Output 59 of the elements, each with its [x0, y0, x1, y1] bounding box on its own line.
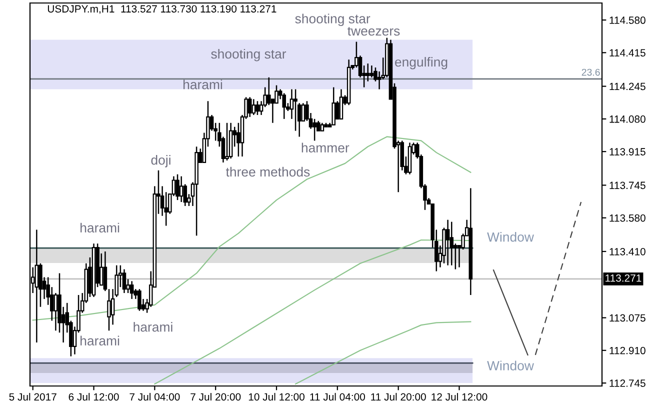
- annotation: three methods: [226, 166, 310, 177]
- y-tick-label: 112.910: [610, 346, 646, 354]
- annotation: doji: [151, 155, 170, 168]
- x-tick-label: 11 Jul 20:00: [371, 392, 426, 401]
- annotation: hammer: [302, 142, 350, 152]
- annotation: shooting star: [295, 14, 370, 26]
- x-tick-label: 7 Jul 20:00: [190, 392, 241, 401]
- annotation: 23.6: [582, 68, 600, 76]
- ref-line-label: 113.271: [606, 274, 642, 282]
- y-tick-label: 114.080: [610, 115, 646, 123]
- x-tick-label: 10 Jul 12:00: [248, 392, 304, 401]
- candlestick: [179, 176, 184, 203]
- y-tick-label: 113.915: [610, 148, 646, 156]
- annotation: harami: [80, 222, 120, 233]
- y-tick-label: 114.580: [610, 16, 646, 24]
- candlestick: [34, 229, 39, 344]
- annotation: Window: [487, 232, 534, 242]
- candlestick: [450, 221, 454, 266]
- y-tick-label: 113.075: [610, 314, 646, 322]
- y-tick-label: 114.245: [610, 82, 646, 90]
- candlestick: [282, 92, 286, 120]
- annotation: harami: [80, 336, 120, 346]
- candlestick: [366, 62, 370, 82]
- x-tick-label: 12 Jul 12:00: [432, 392, 488, 401]
- candlestick: [294, 88, 298, 132]
- candlestick: [138, 288, 142, 312]
- annotation: harami: [134, 322, 172, 332]
- y-tick-label: 113.580: [610, 214, 646, 222]
- candlestick: [176, 174, 180, 201]
- candlestick: [339, 88, 344, 120]
- candlestick: [252, 98, 256, 116]
- annotation: engulfing: [395, 56, 448, 70]
- x-tick-label: 7 Jul 04:00: [130, 392, 180, 401]
- candlestick: [130, 280, 134, 300]
- chart-title: USDJPY.m,H1 113.527 113.730 113.190 113.271: [48, 5, 276, 14]
- candlestick: [332, 86, 336, 126]
- y-tick-label: 112.745: [610, 380, 646, 387]
- candlestick: [274, 84, 278, 104]
- y-tick-label: 113.745: [610, 182, 646, 190]
- candlestick: [256, 100, 260, 116]
- candlestick: [248, 96, 252, 118]
- candlestick: [267, 76, 271, 106]
- candlestick: [54, 292, 58, 332]
- y-tick-label: 113.410: [610, 248, 646, 256]
- annotation: Window: [487, 360, 534, 370]
- x-tick-label: 6 Jul 12:00: [68, 392, 119, 401]
- annotation: tweezers: [348, 26, 400, 36]
- annotation: shooting star: [211, 48, 286, 62]
- candlestick: [301, 102, 306, 122]
- x-tick-label: 5 Jul 2017: [9, 392, 56, 401]
- y-tick-label: 114.415: [610, 49, 646, 57]
- line-series: [294, 321, 472, 385]
- candlestick: [122, 268, 126, 294]
- candlestick: [225, 122, 229, 162]
- candlestick: [446, 219, 450, 266]
- annotation: harami: [183, 80, 222, 90]
- x-tick-label: 11 Jul 04:00: [310, 392, 366, 401]
- candlestick: [312, 118, 316, 142]
- candlestick: [370, 64, 374, 78]
